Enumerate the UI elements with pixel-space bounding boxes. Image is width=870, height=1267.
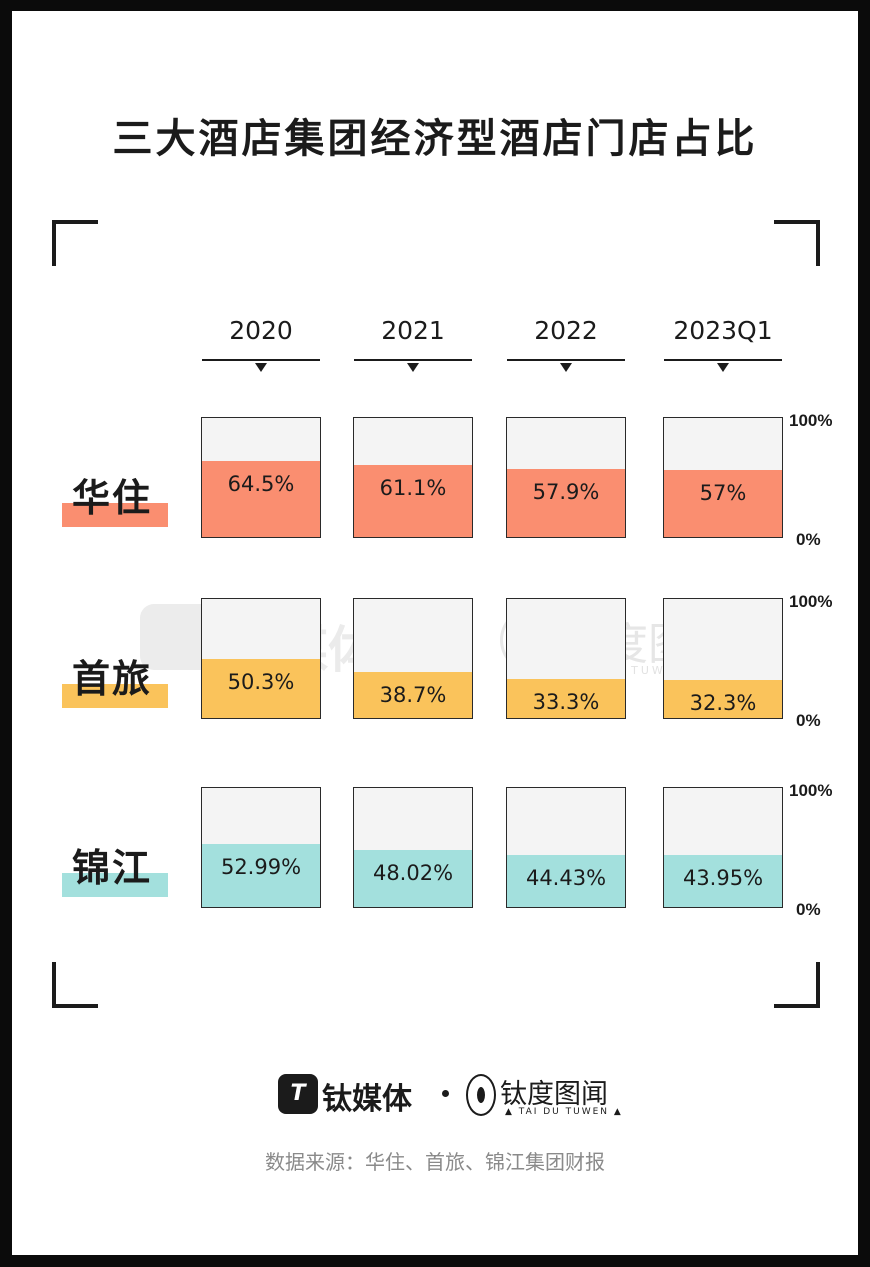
y-tick-label: 0% bbox=[796, 900, 821, 919]
bar-container: 52.99% bbox=[201, 787, 321, 908]
bar bbox=[354, 672, 472, 718]
frame-corner-bottom-right bbox=[774, 962, 820, 1008]
data-label: 52.99% bbox=[220, 855, 302, 880]
down-arrow-icon bbox=[560, 363, 572, 372]
bar bbox=[664, 679, 782, 718]
bar-container: 33.3% bbox=[506, 598, 626, 719]
x-tick-label: 2022 bbox=[534, 316, 598, 345]
y-tick-label: 0% bbox=[796, 711, 821, 730]
separator-dot bbox=[442, 1090, 449, 1097]
y-tick-label: 100% bbox=[789, 781, 833, 800]
x-tick-label: 2023Q1 bbox=[673, 316, 773, 345]
data-label: 33.3% bbox=[532, 689, 600, 714]
bar bbox=[354, 850, 472, 907]
frame-corner-top-left bbox=[52, 220, 98, 266]
bar-container: 57% bbox=[663, 417, 783, 538]
taidu-logo-sub: ▲ TAI DU TUWEN ▲ bbox=[505, 1107, 623, 1117]
series-label: 华住 bbox=[62, 467, 168, 527]
bar bbox=[507, 678, 625, 718]
bar-container: 64.5% bbox=[201, 417, 321, 538]
data-label: 64.5% bbox=[227, 471, 295, 496]
tmtpost-logo-icon: T bbox=[278, 1074, 318, 1114]
chart-title: 三大酒店集团经济型酒店门店占比 bbox=[112, 116, 758, 162]
year-underline bbox=[664, 359, 782, 361]
data-label: 57% bbox=[699, 480, 747, 505]
data-label: 38.7% bbox=[379, 683, 447, 708]
data-source-note: 数据来源：华住、首旅、锦江集团财报 bbox=[265, 1150, 605, 1174]
bar bbox=[202, 460, 320, 537]
data-label: 43.95% bbox=[682, 866, 764, 891]
bar-container: 32.3% bbox=[663, 598, 783, 719]
bar bbox=[202, 844, 320, 907]
x-tick-label: 2020 bbox=[229, 316, 293, 345]
y-tick-label: 0% bbox=[796, 530, 821, 549]
bar bbox=[354, 464, 472, 537]
year-header: 2022 bbox=[507, 316, 625, 372]
bar-container: 44.43% bbox=[506, 787, 626, 908]
x-tick-label: 2021 bbox=[381, 316, 445, 345]
taidu-eye-icon bbox=[466, 1074, 496, 1116]
series-color-stripe bbox=[62, 873, 168, 897]
year-underline bbox=[202, 359, 320, 361]
year-header: 2020 bbox=[202, 316, 320, 372]
series-color-stripe bbox=[62, 503, 168, 527]
series-label: 锦江 bbox=[62, 837, 168, 897]
data-label: 44.43% bbox=[525, 865, 607, 890]
data-label: 61.1% bbox=[379, 475, 447, 500]
series-label: 首旅 bbox=[62, 648, 168, 708]
bar-container: 48.02% bbox=[353, 787, 473, 908]
bar bbox=[664, 855, 782, 907]
frame-corner-top-right bbox=[774, 220, 820, 266]
year-underline bbox=[507, 359, 625, 361]
year-header: 2023Q1 bbox=[664, 316, 782, 372]
tmtpost-logo-name: 钛媒体 bbox=[322, 1082, 412, 1117]
down-arrow-icon bbox=[717, 363, 729, 372]
data-label: 50.3% bbox=[227, 669, 295, 694]
bar bbox=[202, 658, 320, 718]
bar bbox=[507, 854, 625, 907]
bar-container: 57.9% bbox=[506, 417, 626, 538]
bar-container: 43.95% bbox=[663, 787, 783, 908]
bar-container: 38.7% bbox=[353, 598, 473, 719]
series-name: 华住 bbox=[72, 476, 153, 520]
bar bbox=[507, 468, 625, 537]
series-name: 首旅 bbox=[72, 657, 153, 701]
bar-container: 50.3% bbox=[201, 598, 321, 719]
footer-logos: T 钛媒体 钛度图闻 ▲ TAI DU TUWEN ▲ bbox=[0, 1068, 870, 1124]
year-underline bbox=[354, 359, 472, 361]
series-name: 锦江 bbox=[72, 846, 153, 890]
bar-container: 61.1% bbox=[353, 417, 473, 538]
series-color-stripe bbox=[62, 684, 168, 708]
y-tick-label: 100% bbox=[789, 592, 833, 611]
frame-corner-bottom-left bbox=[52, 962, 98, 1008]
eye-pupil-icon bbox=[477, 1087, 485, 1103]
data-label: 57.9% bbox=[532, 479, 600, 504]
data-label: 48.02% bbox=[372, 861, 454, 886]
year-header: 2021 bbox=[354, 316, 472, 372]
taidu-logo-name: 钛度图闻 bbox=[500, 1079, 608, 1110]
down-arrow-icon bbox=[407, 363, 419, 372]
bar bbox=[664, 469, 782, 537]
y-tick-label: 100% bbox=[789, 411, 833, 430]
data-label: 32.3% bbox=[689, 690, 757, 715]
down-arrow-icon bbox=[255, 363, 267, 372]
